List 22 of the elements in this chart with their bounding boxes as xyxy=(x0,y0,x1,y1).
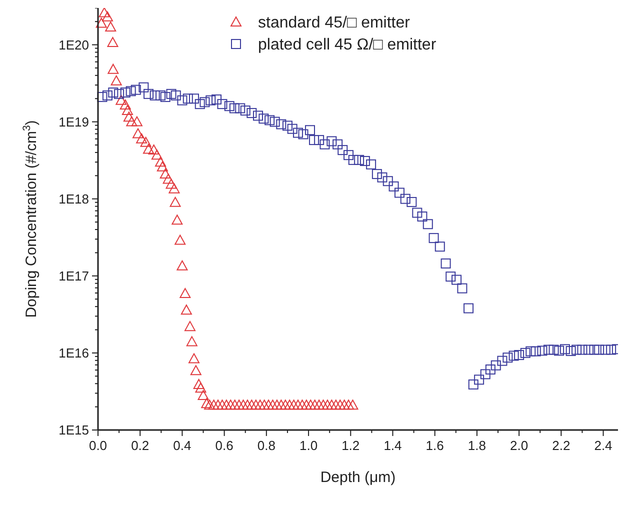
x-tick-label: 1.0 xyxy=(299,438,318,453)
x-tick-label: 0.6 xyxy=(215,438,234,453)
y-tick-label: 1E16 xyxy=(58,346,89,360)
x-tick-label: 1.6 xyxy=(426,438,444,453)
x-tick-label: 0.0 xyxy=(88,438,108,453)
y-tick-label: 1E20 xyxy=(58,37,89,52)
x-tick-label: 0.4 xyxy=(173,438,192,453)
y-tick-label: 1E15 xyxy=(58,422,89,438)
x-tick-label: 0.8 xyxy=(257,438,276,453)
legend-label: plated cell 45 Ω/□ emitter xyxy=(258,36,437,54)
x-tick-label: 2.0 xyxy=(510,438,528,453)
x-tick-label: 1.4 xyxy=(384,438,402,453)
legend-label: standard 45/□ emitter xyxy=(258,14,411,32)
y-tick-label: 1E17 xyxy=(58,268,89,284)
x-tick-label: 1.2 xyxy=(342,438,360,453)
x-tick-label: 2.2 xyxy=(552,438,570,453)
y-tick-label: 1E19 xyxy=(58,114,89,130)
x-tick-label: 0.2 xyxy=(131,438,150,453)
x-tick-label: 1.8 xyxy=(468,438,486,453)
y-tick-label: 1E18 xyxy=(58,191,89,206)
x-tick-label: 2.4 xyxy=(594,438,612,453)
x-axis-title: Depth (μm) xyxy=(320,469,396,486)
